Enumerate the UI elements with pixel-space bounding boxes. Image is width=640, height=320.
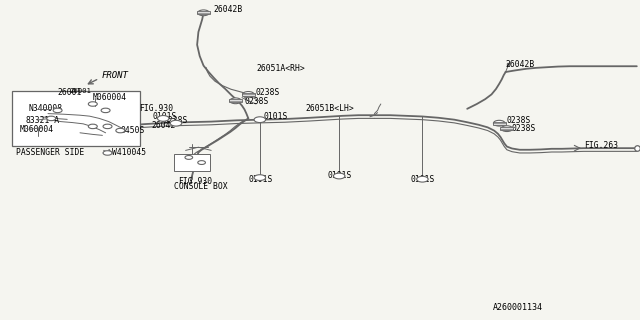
Circle shape bbox=[157, 116, 169, 121]
Text: 0101S: 0101S bbox=[264, 112, 288, 121]
Bar bbox=[197, 11, 210, 14]
Text: 0238S: 0238S bbox=[256, 88, 280, 97]
Circle shape bbox=[103, 124, 112, 129]
Text: 0450S: 0450S bbox=[120, 126, 145, 135]
Text: A260001134: A260001134 bbox=[493, 303, 543, 312]
Bar bbox=[229, 99, 242, 102]
Text: FRONT: FRONT bbox=[101, 71, 128, 80]
Text: M060004: M060004 bbox=[19, 125, 53, 134]
Text: 26042: 26042 bbox=[151, 121, 175, 130]
Text: 26042B: 26042B bbox=[506, 60, 535, 68]
Circle shape bbox=[254, 117, 266, 123]
Text: W410045: W410045 bbox=[112, 148, 146, 157]
Bar bbox=[500, 127, 513, 130]
Text: 26051B<LH>: 26051B<LH> bbox=[306, 104, 355, 113]
Circle shape bbox=[254, 175, 266, 180]
Text: FIG.263: FIG.263 bbox=[584, 141, 618, 150]
Text: 0238S: 0238S bbox=[164, 116, 188, 125]
Circle shape bbox=[88, 124, 97, 129]
Text: 26001: 26001 bbox=[69, 88, 91, 94]
Circle shape bbox=[417, 176, 428, 182]
Circle shape bbox=[501, 126, 513, 132]
Circle shape bbox=[116, 128, 125, 133]
Circle shape bbox=[333, 173, 345, 179]
Text: CONSOLE BOX: CONSOLE BOX bbox=[174, 182, 228, 191]
Text: N340008: N340008 bbox=[29, 104, 63, 113]
Text: 0101S: 0101S bbox=[152, 112, 177, 121]
Bar bbox=[174, 154, 210, 171]
Text: 26051A<RH>: 26051A<RH> bbox=[256, 64, 305, 73]
Bar bbox=[242, 93, 255, 96]
Text: 83321*A: 83321*A bbox=[26, 116, 60, 124]
Circle shape bbox=[103, 151, 112, 155]
Circle shape bbox=[198, 161, 205, 164]
Circle shape bbox=[47, 116, 56, 121]
Text: 0101S: 0101S bbox=[248, 175, 273, 184]
Text: 0238S: 0238S bbox=[507, 116, 531, 125]
Circle shape bbox=[170, 120, 182, 126]
Text: FIG.930: FIG.930 bbox=[178, 177, 212, 186]
Text: FIG.930: FIG.930 bbox=[140, 104, 173, 113]
Circle shape bbox=[198, 10, 209, 16]
Text: 26001: 26001 bbox=[58, 88, 82, 97]
Text: 0101S: 0101S bbox=[411, 175, 435, 184]
Text: 0101S: 0101S bbox=[328, 171, 352, 180]
Circle shape bbox=[88, 102, 97, 106]
Circle shape bbox=[185, 156, 193, 159]
Circle shape bbox=[230, 98, 241, 104]
Circle shape bbox=[243, 92, 254, 97]
Text: 26042B: 26042B bbox=[214, 5, 243, 14]
Circle shape bbox=[53, 108, 62, 113]
Circle shape bbox=[101, 108, 110, 113]
Bar bbox=[12, 91, 140, 146]
Circle shape bbox=[493, 120, 505, 126]
Text: M060004: M060004 bbox=[93, 93, 127, 102]
Text: 0238S: 0238S bbox=[512, 124, 536, 132]
Text: PASSENGER SIDE: PASSENGER SIDE bbox=[16, 148, 84, 156]
Bar bbox=[493, 122, 506, 125]
Text: 0238S: 0238S bbox=[244, 97, 269, 106]
